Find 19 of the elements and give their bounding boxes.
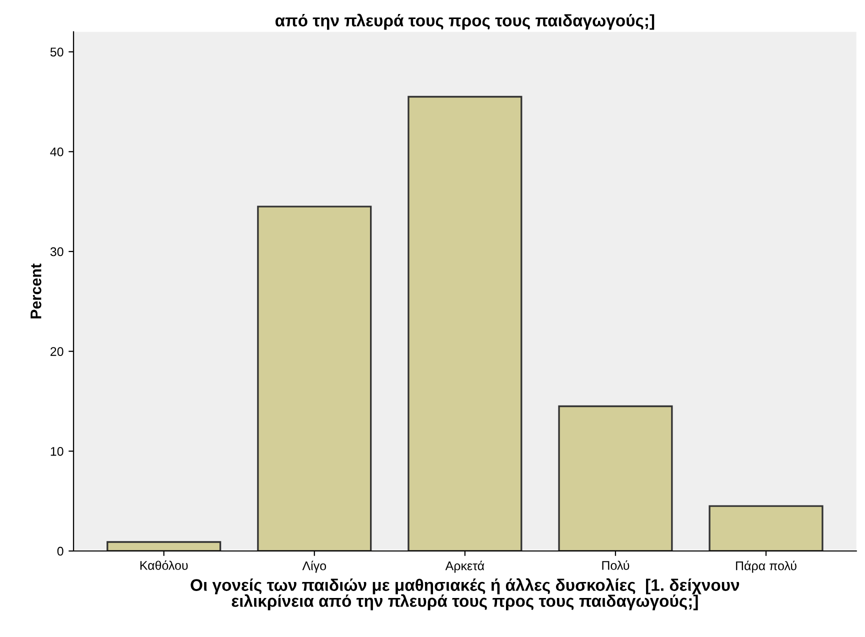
y-tick-label: 20 [50,347,64,356]
y-tick-label: 30 [50,247,64,256]
y-tick-label: 10 [50,446,64,456]
bar [558,405,673,552]
bar [106,541,222,552]
x-tick-label: Πάρα πολύ [736,560,796,573]
bar [708,505,824,552]
chart-title: από την πλευρά τους προς τους παιδαγωγούς;] [276,14,654,30]
y-tick-label: 0 [57,546,64,556]
y-axis-title: Percent [30,264,42,318]
x-tick-label: Πολύ [602,560,630,570]
x-tick-label: Λίγο [302,560,326,573]
x-tick-label: Αρκετά [445,560,484,573]
x-tick-label: Καθόλου [140,560,188,570]
x-axis-title: Οι γονείς των παιδιών με μαθησιακές ή άλλες δυσκολίες [1. δείχνουν ειλικρίνεια από την πλευρά τους προς τους παιδαγωγούς;] [190,578,740,610]
y-tick-label: 50 [50,48,64,56]
y-tick-label: 40 [50,147,64,156]
bar [408,96,522,552]
bar [257,206,372,552]
